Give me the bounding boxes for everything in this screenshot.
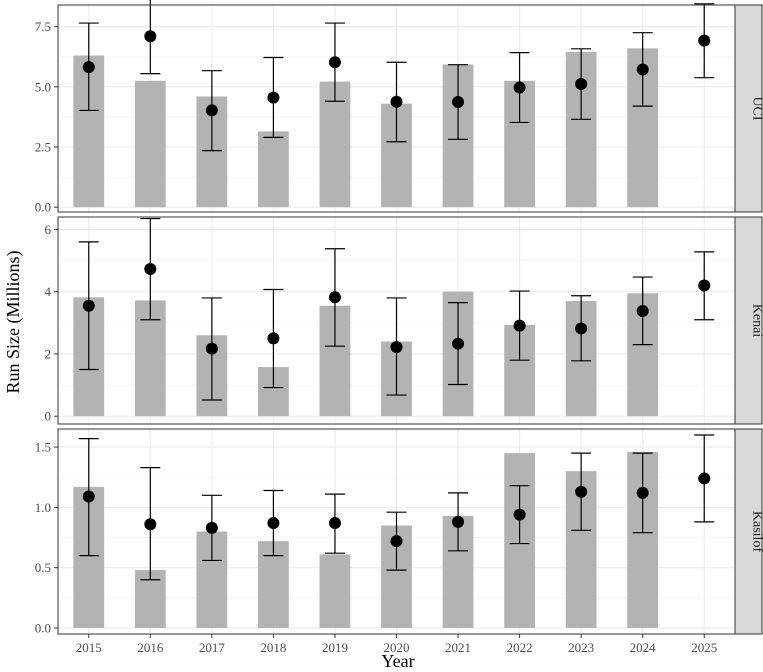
x-tick-label: 2021: [445, 640, 471, 655]
x-tick-label: 2015: [76, 640, 102, 655]
point-2023: [575, 77, 588, 90]
point-2015: [82, 299, 95, 312]
facet-strip-label: Kasilof: [750, 511, 763, 553]
x-tick-label: 2017: [199, 640, 226, 655]
point-2016: [144, 518, 157, 531]
panel-uci: 0.0 2.5 5.0 7.5 UCI: [35, 0, 763, 215]
point-2020: [390, 535, 403, 548]
point-2024: [636, 305, 649, 318]
bar-2018: [258, 131, 289, 208]
point-2022: [513, 81, 526, 94]
point-2025: [698, 472, 711, 485]
facet-strip: [734, 4, 763, 213]
point-2017: [205, 342, 218, 355]
point-2025: [698, 34, 711, 47]
point-2022: [513, 319, 526, 332]
x-axis-title: Year: [381, 651, 414, 671]
point-2021: [452, 337, 465, 350]
x-tick-label: 2018: [260, 640, 286, 655]
point-2018: [267, 517, 280, 530]
point-2016: [144, 262, 157, 275]
point-2017: [205, 104, 218, 117]
x-tick-label: 2022: [507, 640, 533, 655]
y-tick-label: 0.5: [35, 560, 51, 575]
x-tick-label: 2016: [137, 640, 164, 655]
facet-strip: [734, 428, 763, 635]
y-axis-title: Run Size (Millions): [3, 250, 24, 393]
y-tick-label: 6: [45, 222, 52, 237]
x-tick-label: 2025: [691, 640, 717, 655]
y-tick-label: 2.5: [35, 140, 51, 155]
point-2019: [328, 517, 341, 530]
panel-kasilof: 0.0 0.5 1.0 1.5 Kasilof: [35, 428, 763, 635]
bar-2019: [319, 554, 351, 628]
x-axis: 2015 2016 2017 2018 2019 2020 2021 2022 2023 2024…: [76, 634, 717, 655]
y-tick-label: 4: [45, 284, 52, 299]
point-2024: [636, 63, 649, 76]
y-tick-label: 0.0: [35, 620, 51, 635]
bar-2016: [134, 80, 166, 208]
point-2018: [267, 91, 280, 104]
y-tick-label: 2: [45, 346, 52, 361]
point-2025: [698, 279, 711, 292]
y-tick-label: 0.0: [35, 200, 51, 215]
point-2021: [452, 515, 465, 528]
y-tick-label: 1.5: [35, 440, 51, 455]
x-tick-label: 2020: [384, 640, 410, 655]
point-2017: [205, 521, 218, 534]
bar-2019: [319, 81, 351, 208]
point-2015: [82, 490, 95, 503]
facet-strip-label: UCI: [750, 96, 763, 120]
y-tick-label: 7.5: [35, 19, 51, 34]
point-2020: [390, 95, 403, 108]
point-2024: [636, 486, 649, 499]
x-tick-label: 2019: [322, 640, 348, 655]
point-2019: [328, 291, 341, 304]
point-2022: [513, 508, 526, 521]
point-2020: [390, 341, 403, 354]
point-2019: [328, 56, 341, 69]
point-2021: [452, 96, 465, 109]
y-tick-label: 0: [45, 409, 52, 424]
facet-strip-label: Kenai: [750, 304, 763, 338]
panel-kenai: 0 2 4 6 Kenai: [45, 216, 763, 425]
point-2023: [575, 485, 588, 498]
facet-strip: [734, 216, 763, 425]
point-2023: [575, 322, 588, 335]
point-2016: [144, 30, 157, 43]
point-2018: [267, 332, 280, 345]
chart-panels: 0.0 2.5 5.0 7.5 UCI 0 2 4 6 Kenai 0.0 0.5 1.0 1.5 Kasi…: [35, 0, 763, 635]
x-tick-label: 2024: [630, 640, 657, 655]
y-tick-label: 1.0: [35, 500, 51, 515]
y-tick-label: 5.0: [35, 79, 51, 94]
x-tick-label: 2023: [568, 640, 594, 655]
point-2015: [82, 61, 95, 74]
